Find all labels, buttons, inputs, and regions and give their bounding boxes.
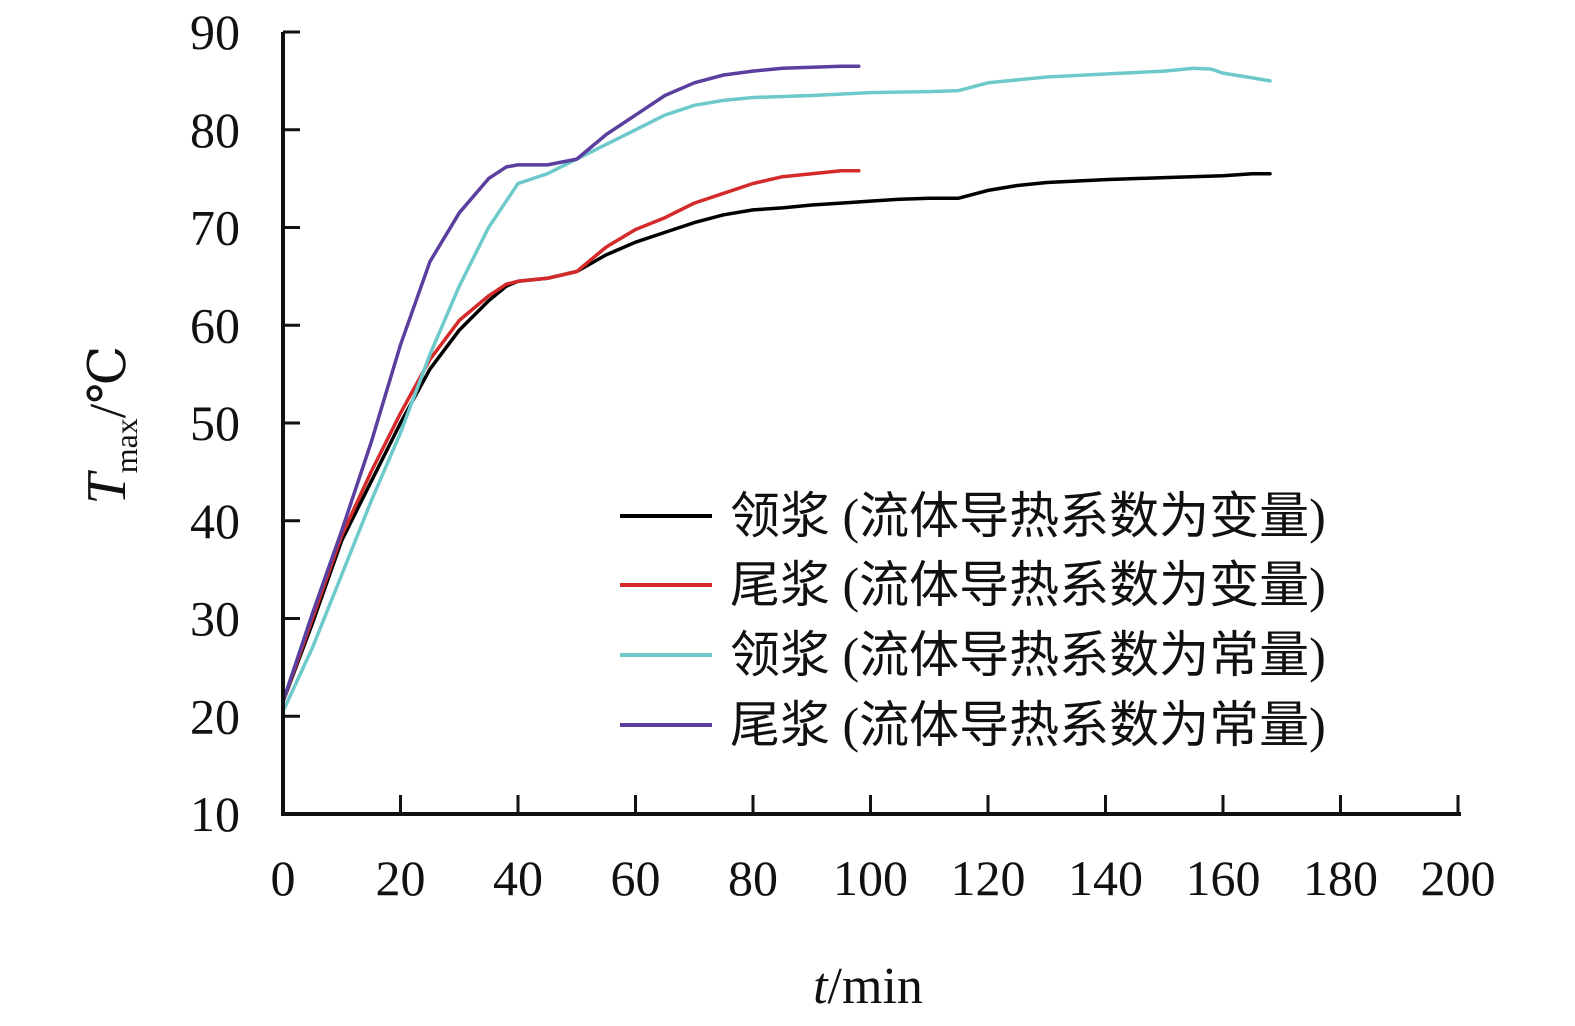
x-tick-label: 80 <box>728 850 778 906</box>
y-ticks: 10 20 30 40 50 60 70 80 90 <box>190 4 300 842</box>
plot-lines <box>281 64 1272 714</box>
series-line-3 <box>281 66 1272 714</box>
x-tick-label: 200 <box>1421 850 1496 906</box>
x-tick-label: 140 <box>1068 850 1143 906</box>
x-tick-label: 40 <box>493 850 543 906</box>
y-tick-label: 80 <box>190 102 240 158</box>
series-line-1 <box>281 171 1272 704</box>
series-line-2 <box>281 169 861 704</box>
legend-label-4: 尾浆 (流体导热系数为常量) <box>730 697 1326 753</box>
x-tick-label: 0 <box>271 850 296 906</box>
x-ticks: 0 20 40 60 80 100 120 140 160 180 200 <box>271 795 1496 906</box>
x-tick-label: 160 <box>1186 850 1261 906</box>
y-axis-title-sub: max <box>108 418 144 473</box>
y-tick-label: 50 <box>190 395 240 451</box>
y-tick-label: 40 <box>190 493 240 549</box>
legend: 领浆 (流体导热系数为变量) 尾浆 (流体导热系数为变量) 领浆 (流体导热系数为常… <box>620 488 1326 753</box>
y-axis-title-unit: /℃ <box>80 346 137 419</box>
y-tick-label: 30 <box>190 591 240 647</box>
y-tick-label: 60 <box>190 297 240 353</box>
x-axis-title-unit: /min <box>828 958 923 1015</box>
y-axis-title: Tmax/℃ <box>76 346 144 505</box>
series-line-4 <box>281 64 861 704</box>
x-tick-label: 60 <box>611 850 661 906</box>
legend-label-2: 尾浆 (流体导热系数为变量) <box>730 557 1326 613</box>
y-tick-label: 10 <box>190 786 240 842</box>
y-tick-label: 70 <box>190 200 240 256</box>
x-axis-title: t/min <box>813 958 923 1015</box>
x-tick-label: 180 <box>1303 850 1378 906</box>
y-tick-label: 90 <box>190 4 240 60</box>
x-tick-label: 120 <box>951 850 1026 906</box>
legend-label-3: 领浆 (流体导热系数为常量) <box>730 627 1326 683</box>
y-tick-label: 20 <box>190 688 240 744</box>
x-tick-label: 20 <box>376 850 426 906</box>
y-axis-title-var: T <box>76 469 138 504</box>
x-axis-title-var: t <box>813 958 829 1015</box>
x-tick-label: 100 <box>833 850 908 906</box>
legend-label-1: 领浆 (流体导热系数为变量) <box>730 488 1326 544</box>
